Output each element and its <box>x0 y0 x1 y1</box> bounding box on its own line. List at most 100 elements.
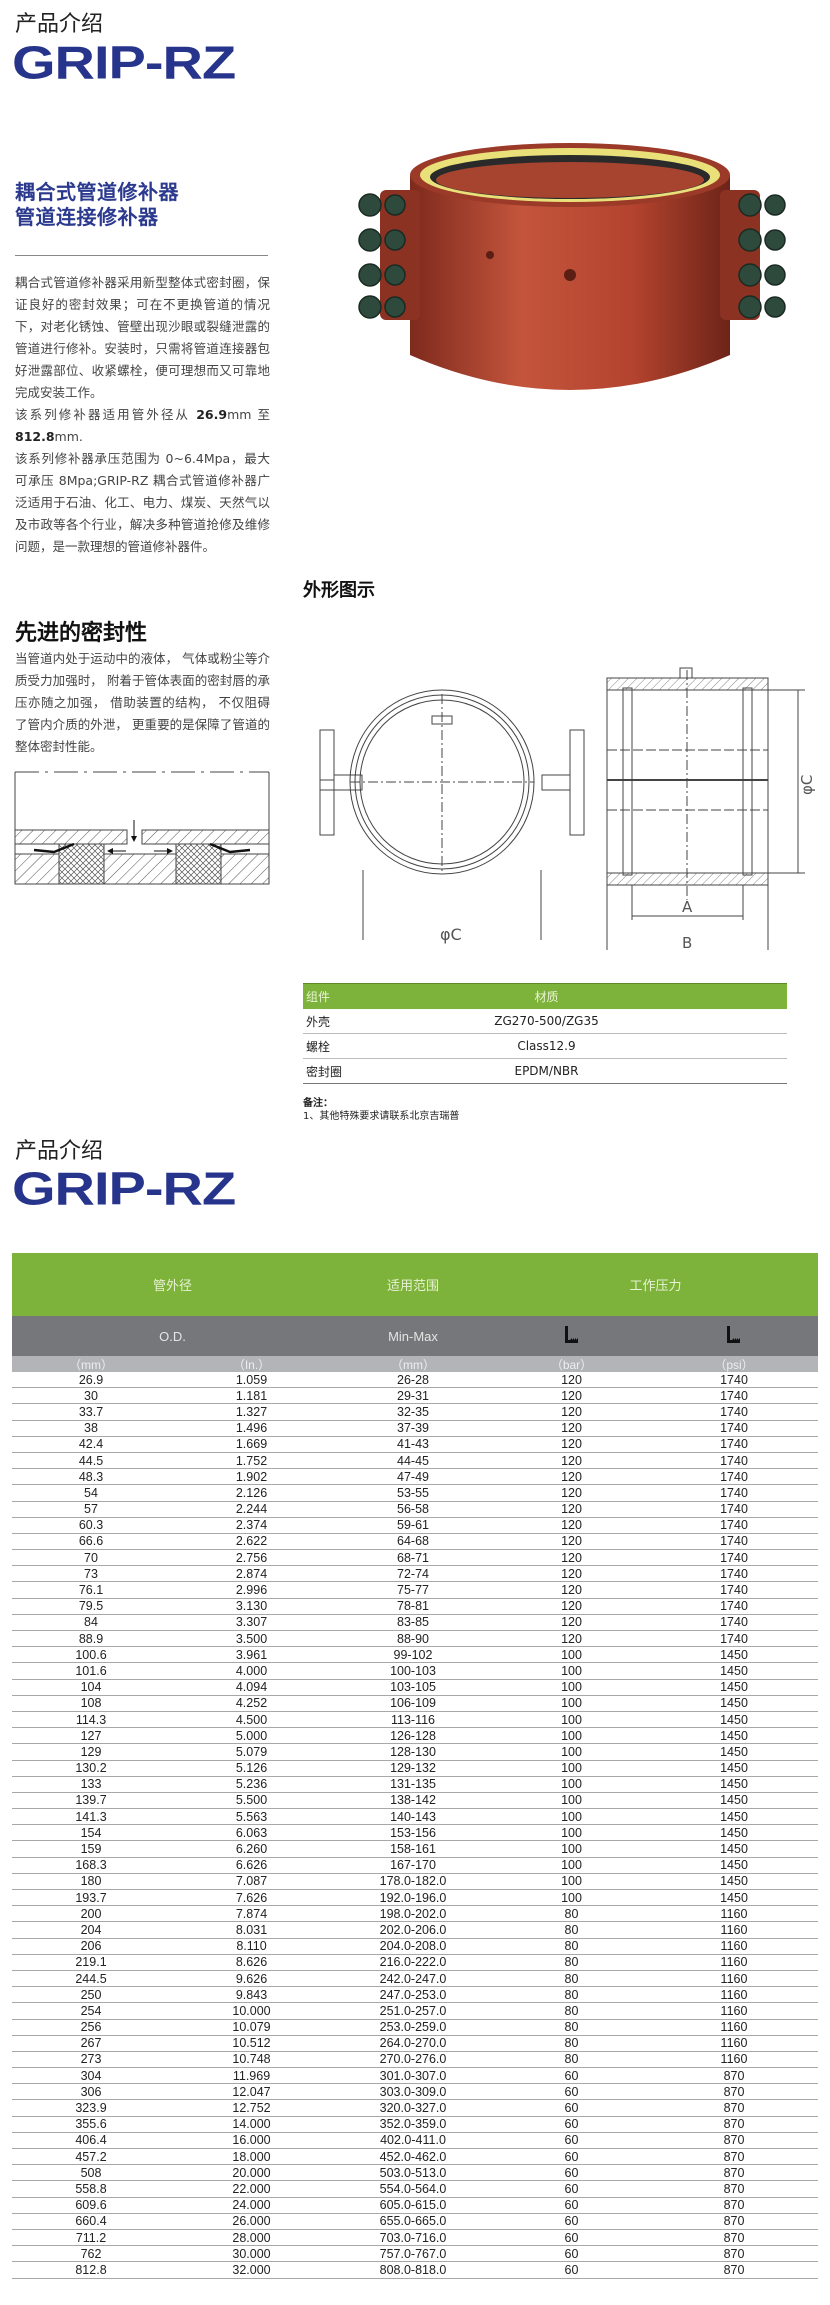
od-mm-cell: 133 <box>80 1777 102 1792</box>
od-mm-cell: 159 <box>80 1842 102 1857</box>
od-mm-cell: 250 <box>80 1987 102 2002</box>
pressure-psi-cell: 1740 <box>720 1599 748 1614</box>
seal-cross-section-diagram <box>14 771 270 885</box>
pressure-psi-cell: 870 <box>723 2198 745 2213</box>
od-mm-cell: 48.3 <box>78 1469 104 1484</box>
table-row: 130.2 5.126 129-132 100 1450 <box>12 1761 818 1777</box>
pressure-bar-cell: 120 <box>561 1631 582 1646</box>
pressure-psi-cell: 1160 <box>720 2020 748 2035</box>
table-row: 762 30.000 757.0-767.0 60 870 <box>12 2246 818 2263</box>
pressure-psi-cell: 1450 <box>720 1696 748 1711</box>
pressure-psi-cell: 1450 <box>720 1761 748 1776</box>
pressure-bar-cell: 100 <box>561 1696 582 1711</box>
pressure-bar-cell: 100 <box>561 1777 582 1792</box>
pressure-bar-cell: 100 <box>561 1874 582 1889</box>
range-mm-cell: 103-105 <box>390 1680 436 1695</box>
table-row: 267 10.512 264.0-270.0 80 1160 <box>12 2036 818 2052</box>
range-mm-cell: 100-103 <box>390 1663 436 1678</box>
od-mm-cell: 154 <box>80 1825 102 1840</box>
od-mm-cell: 33.7 <box>78 1404 104 1419</box>
table-row: 256 10.079 253.0-259.0 80 1160 <box>12 2020 818 2036</box>
component-name: 密封圈 <box>306 1064 343 1079</box>
pressure-psi-cell: 870 <box>723 2262 745 2277</box>
od-mm-cell: 306 <box>80 2084 102 2099</box>
header-od: O.D. <box>159 1328 186 1344</box>
od-mm-cell: 558.8 <box>75 2181 107 2196</box>
pressure-bar-cell: 80 <box>564 1922 579 1937</box>
range-mm-cell: 32-35 <box>397 1404 429 1419</box>
table-row: 密封圈 EPDM/NBR <box>303 1059 787 1084</box>
table-row: 457.2 18.000 452.0-462.0 60 870 <box>12 2149 818 2166</box>
pressure-bar-cell: 120 <box>561 1421 582 1436</box>
divider <box>15 255 268 256</box>
note-title: 备注： <box>303 1098 333 1109</box>
table-row: 88.9 3.500 88-90 120 1740 <box>12 1631 818 1648</box>
pressure-bar-cell: 120 <box>561 1583 582 1598</box>
table-row: 180 7.087 178.0-182.0 100 1450 <box>12 1874 818 1890</box>
pressure-psi-cell: 870 <box>723 2133 745 2148</box>
pressure-paragraph: 该系列修补器承压范围为 0~6.4Mpa，最大可承压 8Mpa;GRIP-RZ … <box>15 451 270 554</box>
od-mm-cell: 323.9 <box>75 2101 107 2116</box>
od-in-cell: 5.079 <box>235 1744 268 1759</box>
od-mm-cell: 57 <box>84 1502 98 1517</box>
range-mm-cell: 72-74 <box>397 1566 429 1581</box>
od-mm-cell: 54 <box>84 1485 98 1500</box>
pressure-bar-cell: 120 <box>561 1453 582 1468</box>
od-mm-cell: 304 <box>80 2068 102 2083</box>
pressure-psi-cell: 1740 <box>720 1421 748 1436</box>
range-mm-cell: 554.0-564.0 <box>379 2181 447 2196</box>
range-mm-cell: 216.0-222.0 <box>379 1955 447 1970</box>
od-mm-cell: 267 <box>80 2036 102 2051</box>
range-mm-cell: 131-135 <box>390 1777 436 1792</box>
spec-units-row: （mm） （In.） （mm） （bar） （psi） <box>12 1356 818 1372</box>
spec-table-body: 26.9 1.059 26-28 120 1740 30 1.181 29-31 120 1740… <box>12 1372 818 2279</box>
range-mm-cell: 605.0-615.0 <box>379 2198 447 2213</box>
table-row: 558.8 22.000 554.0-564.0 60 870 <box>12 2181 818 2198</box>
header-range-cn: 适用范围 <box>386 1278 439 1293</box>
spec-table: 管外径 适用范围 工作压力 O.D. Min-Max （mm） （In.） （m… <box>12 1253 818 2279</box>
od-mm-cell: 180 <box>80 1874 102 1889</box>
pressure-bar-cell: 80 <box>564 1971 579 1986</box>
unit-range-mm: （mm） <box>391 1357 435 1372</box>
od-in-cell: 5.500 <box>235 1793 268 1808</box>
pressure-psi-cell: 1450 <box>720 1744 748 1759</box>
od-in-cell: 4.252 <box>235 1696 268 1711</box>
pressure-bar-cell: 80 <box>564 1939 579 1954</box>
table-row: 254 10.000 251.0-257.0 80 1160 <box>12 2003 818 2020</box>
table-row: 159 6.260 158-161 100 1450 <box>12 1841 818 1858</box>
od-in-cell: 8.110 <box>236 1939 267 1954</box>
pressure-psi-cell: 1740 <box>720 1453 748 1468</box>
section-label: 产品介绍 <box>15 12 104 37</box>
table-row: 48.3 1.902 47-49 120 1740 <box>12 1469 818 1486</box>
pressure-bar-cell: 60 <box>564 2133 579 2148</box>
od-mm-cell: 44.5 <box>78 1453 104 1468</box>
range-min: 26.9 <box>196 407 228 422</box>
od-mm-cell: 762 <box>80 2246 102 2261</box>
range-max: 812.8 <box>15 429 55 444</box>
table-row: 273 10.748 270.0-276.0 80 1160 <box>12 2052 818 2069</box>
pressure-bar-cell: 120 <box>561 1599 582 1614</box>
od-in-cell: 8.031 <box>235 1922 268 1937</box>
table-row: 306 12.047 303.0-309.0 60 870 <box>12 2084 818 2101</box>
range-mm-cell: 251.0-257.0 <box>379 2003 447 2018</box>
range-mm-cell: 106-109 <box>390 1696 436 1711</box>
range-mm-cell: 503.0-513.0 <box>379 2165 447 2180</box>
range-mm-cell: 126-128 <box>390 1728 436 1743</box>
pressure-bar-cell: 60 <box>564 2181 579 2196</box>
component-name: 螺栓 <box>306 1039 331 1054</box>
range-mm-cell: 99-102 <box>393 1647 433 1662</box>
range-mm-cell: 301.0-307.0 <box>379 2068 447 2083</box>
od-mm-cell: 104 <box>80 1680 102 1695</box>
range-mm-cell: 129-132 <box>390 1761 436 1776</box>
pressure-bar-cell: 120 <box>561 1469 582 1484</box>
od-in-cell: 1.902 <box>235 1469 268 1484</box>
pressure-bar-cell: 100 <box>561 1712 582 1727</box>
pressure-bar-cell: 120 <box>561 1388 582 1403</box>
od-in-cell: 3.500 <box>235 1631 268 1646</box>
range-mm-cell: 153-156 <box>390 1825 436 1840</box>
od-in-cell: 4.094 <box>235 1680 268 1695</box>
materials-table: 组件 材质 外壳 ZG270-500/ZG35 螺栓 Class12.9 密封圈 EP… <box>303 983 787 1084</box>
spec-sub-header: O.D. Min-Max <box>12 1316 818 1356</box>
range-mm-cell: 808.0-818.0 <box>379 2262 447 2277</box>
pressure-bar-cell: 60 <box>564 2198 579 2213</box>
